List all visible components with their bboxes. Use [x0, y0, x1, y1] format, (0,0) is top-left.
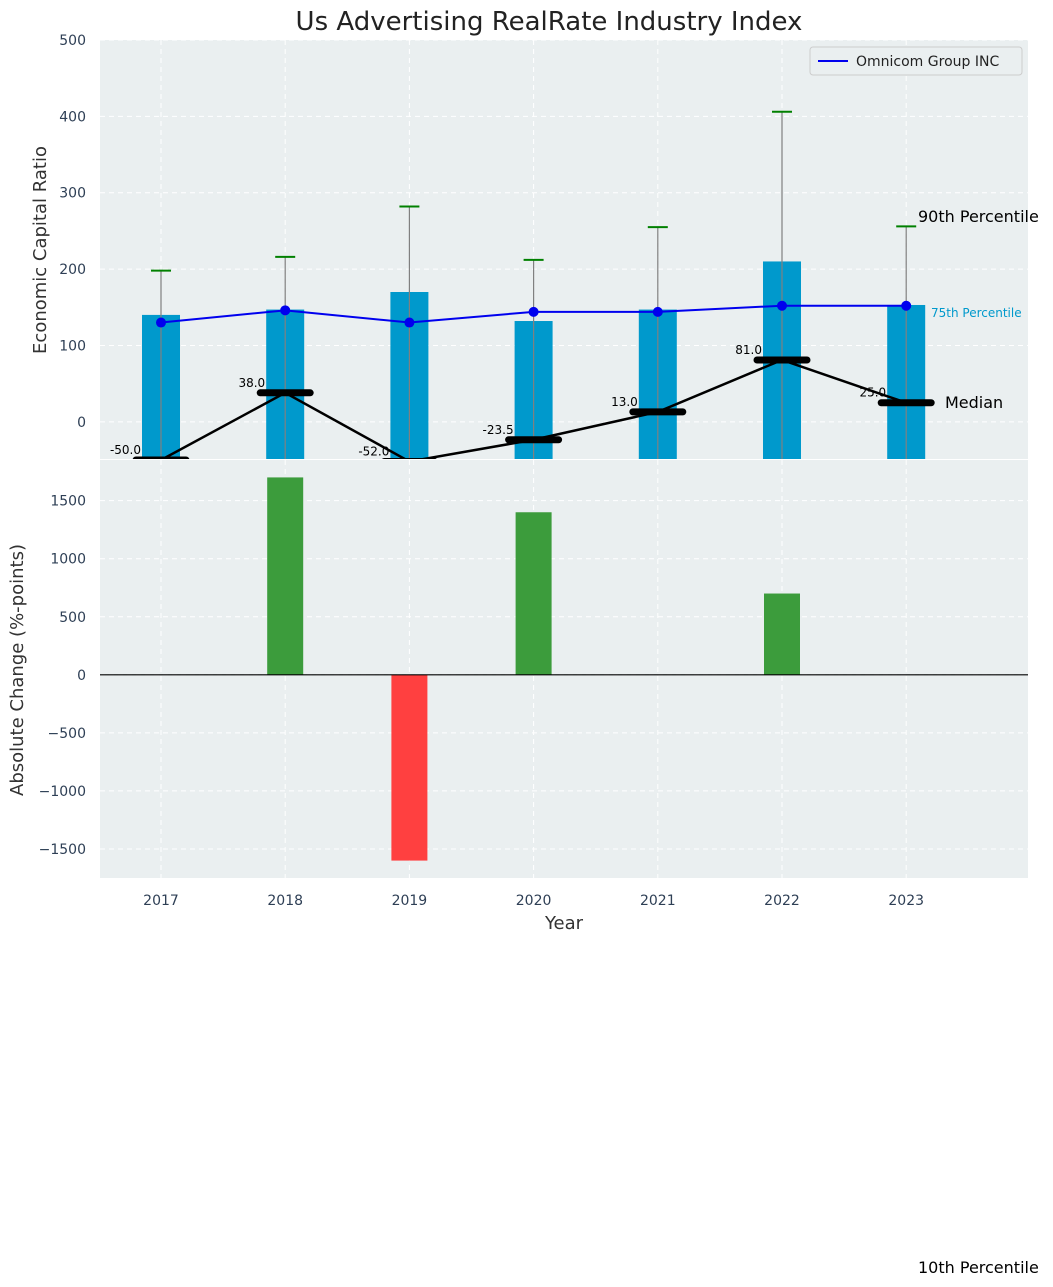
x-tick-label: 2021: [640, 893, 676, 909]
median-label-2018: 38.0: [238, 376, 265, 390]
x-tick-labels: 2017 2018 2019 2020 2021 2022 2023: [143, 893, 924, 909]
top-series: [156, 300, 912, 328]
top-y-tick-label: 0: [77, 415, 86, 431]
change-bar-2020: [515, 512, 552, 675]
x-tick-label: 2022: [764, 893, 800, 909]
change-bar-2022: [764, 593, 800, 675]
bottom-y-tick-label: 1500: [50, 494, 86, 510]
bottom-bars: [267, 477, 800, 861]
top-y-tick-label: 300: [59, 186, 86, 202]
x-tick-label: 2023: [888, 893, 924, 909]
p75-annotation: 75th Percentile: [931, 306, 1022, 320]
top-median: -50.0 38.0 -52.0 -23.5 13.0 81.0 25.0: [110, 343, 935, 460]
median-label-2017: -50.0: [110, 443, 141, 457]
top-y-tick-label: 400: [59, 109, 86, 125]
bottom-y-tick-label: 500: [59, 610, 86, 626]
bottom-y-tick-label: 0: [77, 668, 86, 684]
p90-annotation: 90th Percentile: [918, 207, 1039, 226]
series-point-2019: [404, 317, 415, 328]
top-y-tick-label: 200: [59, 262, 86, 278]
x-tick-label: 2020: [516, 893, 552, 909]
top-y-axis-label: Economic Capital Ratio: [30, 146, 51, 354]
bottom-y-tick-label: −500: [48, 726, 86, 742]
chart-title: Us Advertising RealRate Industry Index: [296, 7, 803, 37]
series-point-2020: [528, 306, 539, 317]
top-plot-area: [100, 40, 1028, 460]
top-whiskers: [151, 110, 917, 460]
x-tick-label: 2018: [267, 893, 303, 909]
median-annotation: Median: [945, 393, 1003, 412]
x-axis-label: Year: [544, 913, 584, 934]
bottom-y-tick-label: 1000: [50, 552, 86, 568]
top-y-tick-label: 500: [59, 33, 86, 49]
bottom-y-tick-label: −1000: [39, 784, 86, 800]
bottom-y-tick-labels: 1500 1000 500 0 −500 −1000 −1500: [39, 494, 86, 858]
median-label-2023: 25.0: [859, 386, 886, 400]
series-point-2021: [652, 306, 663, 317]
bottom-y-axis-label: Absolute Change (%-points): [7, 544, 28, 796]
top-y-tick-labels: 500 400 300 200 100 0: [59, 33, 86, 431]
x-tick-label: 2019: [392, 893, 428, 909]
legend: Omnicom Group INC: [809, 46, 1023, 76]
p10-annotation: 10th Percentile: [918, 1258, 1039, 1277]
change-bar-2018: [267, 477, 304, 675]
median-label-2020: -23.5: [483, 423, 514, 437]
change-bar-2019: [391, 674, 428, 861]
series-point-2018: [280, 305, 291, 316]
series-point-2017: [156, 317, 166, 328]
median-label-2019: -52.0: [358, 445, 389, 459]
legend-label: Omnicom Group INC: [856, 54, 999, 70]
bottom-y-tick-label: −1500: [39, 842, 86, 858]
series-point-2022: [777, 300, 787, 311]
bottom-plot-area: [100, 460, 1028, 878]
series-point-2023: [901, 300, 912, 311]
top-y-tick-label: 100: [59, 338, 86, 354]
x-tick-label: 2017: [143, 893, 179, 909]
median-label-2021: 13.0: [611, 395, 638, 409]
median-label-2022: 81.0: [735, 343, 762, 357]
